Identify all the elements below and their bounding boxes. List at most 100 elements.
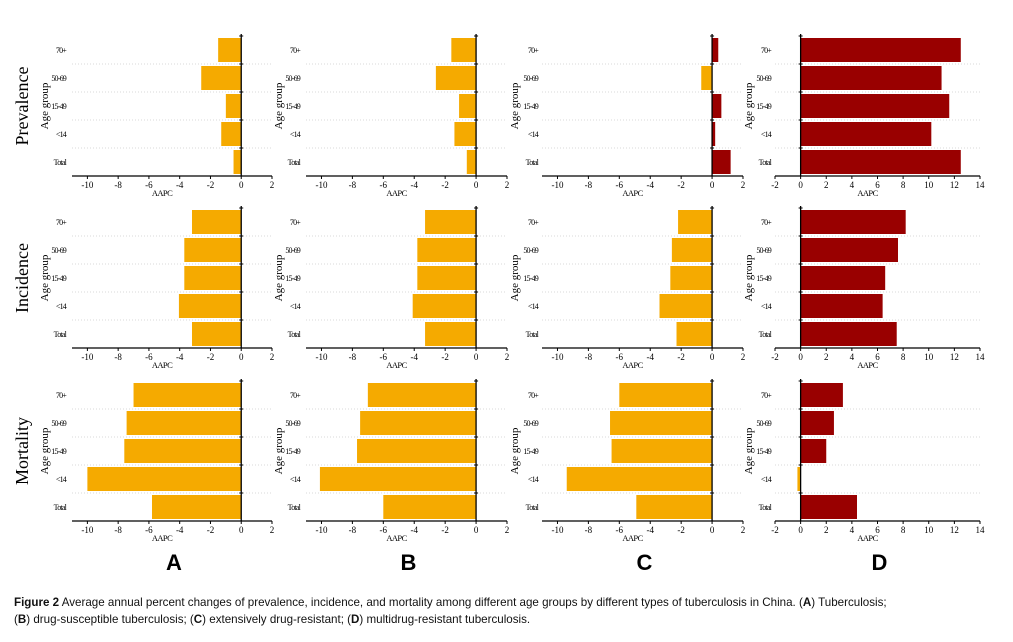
x-tick-label: -6: [145, 352, 153, 362]
bar-mortality-C-2: [611, 439, 713, 463]
x-tick-label: -6: [380, 180, 388, 190]
category-tick-label: <14: [56, 130, 67, 139]
x-tick-label: 14: [976, 180, 986, 190]
bar-prevalence-B-1: [435, 66, 477, 90]
category-tick-label: 50-69: [756, 246, 771, 255]
x-tick-label: 2: [741, 180, 746, 190]
category-tick-label: 70+: [56, 391, 67, 400]
category-tick-label: 50-69: [51, 419, 66, 428]
bar-incidence-B-3: [412, 294, 477, 318]
x-tick-label: -8: [585, 352, 593, 362]
x-tick-label: -6: [145, 180, 153, 190]
x-tick-label: -8: [349, 180, 357, 190]
x-tick-label: -6: [145, 525, 153, 535]
category-tick-label: Total: [288, 158, 302, 167]
x-tick-label: 0: [239, 352, 244, 362]
x-axis-label: AAPC: [622, 188, 643, 198]
category-tick-label: <14: [290, 475, 301, 484]
x-tick-label: -4: [410, 525, 418, 535]
bar-incidence-A-3: [178, 294, 242, 318]
y-axis-label: Age group: [39, 82, 51, 129]
bar-prevalence-B-0: [451, 38, 477, 62]
bar-incidence-C-4: [676, 322, 713, 346]
bar-mortality-A-1: [126, 411, 242, 435]
category-tick-label: 50-69: [285, 419, 300, 428]
category-tick-label: <14: [290, 302, 301, 311]
x-tick-label: -2: [441, 352, 449, 362]
bar-mortality-A-4: [152, 495, 242, 519]
x-tick-label: 6: [875, 525, 880, 535]
category-tick-label: 15-49: [51, 274, 66, 283]
category-tick-label: 50-69: [51, 246, 66, 255]
category-tick-label: 15-49: [51, 102, 66, 111]
category-tick-label: 70+: [56, 218, 67, 227]
x-axis-label: AAPC: [857, 360, 878, 370]
x-tick-label: 4: [850, 352, 855, 362]
bar-incidence-C-2: [670, 266, 713, 290]
x-tick-label: 14: [976, 525, 986, 535]
category-tick-label: 70+: [761, 218, 772, 227]
x-tick-label: 4: [850, 525, 855, 535]
x-tick-label: 10: [924, 525, 934, 535]
x-tick-label: 8: [901, 180, 906, 190]
bar-incidence-B-2: [417, 266, 477, 290]
bar-incidence-B-0: [425, 210, 477, 234]
y-axis-label: Age group: [273, 82, 285, 129]
x-tick-label: 0: [239, 525, 244, 535]
x-tick-label: -6: [616, 180, 624, 190]
caption-text: ) multidrug-resistant tuberculosis.: [359, 613, 531, 626]
x-tick-label: -10: [551, 180, 563, 190]
x-tick-label: -10: [315, 352, 327, 362]
x-tick-label: 2: [741, 525, 746, 535]
x-tick-label: -6: [616, 352, 624, 362]
bar-prevalence-B-3: [454, 122, 477, 146]
category-tick-label: Total: [54, 330, 68, 339]
x-tick-label: 0: [710, 352, 715, 362]
category-tick-label: 15-49: [523, 447, 538, 456]
x-tick-label: 6: [875, 180, 880, 190]
category-tick-label: 15-49: [523, 274, 538, 283]
bar-mortality-B-4: [383, 495, 477, 519]
bar-prevalence-A-4: [233, 150, 242, 174]
bar-mortality-D-0: [800, 383, 843, 407]
category-tick-label: 50-69: [523, 74, 538, 83]
panel-letter-D: D: [872, 550, 888, 575]
bar-prevalence-C-2: [712, 94, 722, 118]
x-tick-label: 2: [270, 525, 275, 535]
bar-mortality-D-3: [797, 467, 801, 491]
bar-mortality-D-2: [800, 439, 827, 463]
category-tick-label: Total: [759, 158, 773, 167]
x-tick-label: -4: [410, 352, 418, 362]
x-tick-label: -2: [207, 352, 215, 362]
x-axis-label: AAPC: [386, 533, 407, 543]
bar-prevalence-C-4: [712, 150, 731, 174]
category-tick-label: 70+: [528, 391, 539, 400]
caption-c: C: [193, 613, 203, 626]
y-axis-label: Age group: [273, 254, 285, 301]
caption-b: B: [17, 613, 27, 626]
category-tick-label: Total: [526, 330, 540, 339]
category-tick-label: 50-69: [756, 419, 771, 428]
bar-mortality-A-2: [124, 439, 242, 463]
x-tick-label: 2: [824, 352, 829, 362]
x-tick-label: -10: [551, 525, 563, 535]
x-tick-label: 6: [875, 352, 880, 362]
x-tick-label: -4: [176, 525, 184, 535]
category-tick-label: 15-49: [523, 102, 538, 111]
bar-prevalence-A-0: [218, 38, 242, 62]
y-axis-label: Age group: [273, 427, 285, 474]
bar-prevalence-B-2: [459, 94, 477, 118]
x-axis-label: AAPC: [622, 360, 643, 370]
x-tick-label: 12: [950, 525, 959, 535]
x-tick-label: -2: [441, 525, 449, 535]
x-tick-label: -4: [176, 352, 184, 362]
x-tick-label: -10: [81, 352, 93, 362]
figure-caption: Figure 2 Average annual percent changes …: [14, 594, 1004, 628]
x-tick-label: 2: [505, 180, 510, 190]
x-tick-label: -2: [771, 352, 779, 362]
category-tick-label: 50-69: [523, 246, 538, 255]
x-tick-label: -2: [677, 180, 685, 190]
x-tick-label: -8: [114, 352, 122, 362]
x-axis-label: AAPC: [152, 188, 173, 198]
y-axis-label: Age group: [509, 82, 521, 129]
